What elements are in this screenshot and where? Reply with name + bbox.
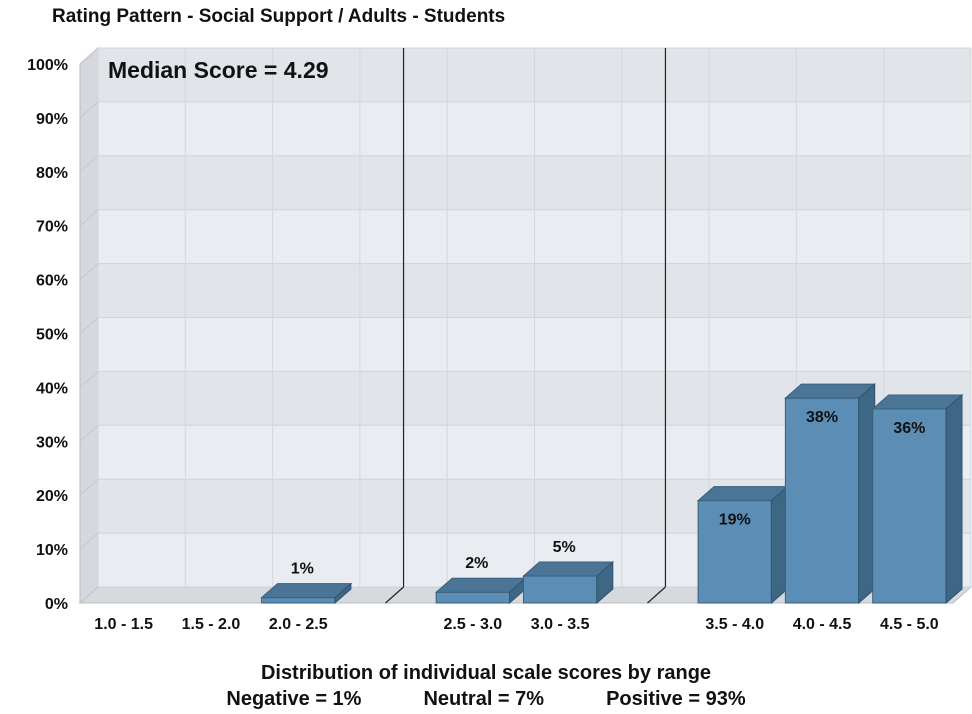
data-label: 19% <box>719 512 751 529</box>
data-label: 2% <box>465 555 488 572</box>
bar-front <box>872 408 947 604</box>
x-tick-label: 4.5 - 5.0 <box>880 616 939 633</box>
x-tick-label: 4.0 - 4.5 <box>793 616 852 633</box>
data-label: 36% <box>893 420 925 437</box>
y-tick-label: 100% <box>27 57 68 74</box>
group-divider <box>647 586 666 604</box>
gridline-side <box>79 155 99 173</box>
bar-front <box>522 575 598 604</box>
y-tick-label: 80% <box>36 165 68 182</box>
y-tick-label: 90% <box>36 111 68 128</box>
gridline-side <box>79 371 99 388</box>
gridline-side <box>79 47 99 65</box>
gridline-side <box>79 317 99 334</box>
y-tick-label: 50% <box>36 327 68 344</box>
y-tick-label: 60% <box>36 273 68 290</box>
gridline-side <box>79 532 99 550</box>
gridline-side <box>79 586 99 604</box>
data-label: 1% <box>291 561 314 578</box>
bar-4.0-4.5 <box>784 383 877 605</box>
bar-4.5-5.0 <box>871 393 964 605</box>
y-tick-label: 40% <box>36 380 68 397</box>
chart-title: Rating Pattern - Social Support / Adults… <box>52 6 506 27</box>
x-tick-label: 3.0 - 3.5 <box>531 616 590 633</box>
y-tick-label: 70% <box>36 219 68 236</box>
summary-positive: Positive = 93% <box>606 688 746 710</box>
bar-3.0-3.5 <box>522 560 615 605</box>
median-score-annotation: Median Score = 4.29 <box>108 57 329 83</box>
summary-neutral: Neutral = 7% <box>423 688 545 710</box>
bar-side <box>334 582 352 605</box>
bar-3.5-4.0 <box>696 485 789 605</box>
x-tick-label: 2.5 - 3.0 <box>443 616 502 633</box>
y-tick-label: 0% <box>45 596 68 613</box>
y-tick-label: 30% <box>36 434 68 451</box>
bar-side <box>596 560 614 605</box>
gridline-side <box>79 209 99 227</box>
gridline-side <box>79 263 99 280</box>
gridline-side <box>79 101 99 119</box>
y-tick-label: 20% <box>36 488 68 505</box>
x-tick-label: 3.5 - 4.0 <box>705 616 764 633</box>
bar-front <box>784 397 860 604</box>
group-divider <box>385 586 404 604</box>
bar-2.5-3.0 <box>434 577 527 605</box>
bar-2.0-2.5 <box>260 582 353 605</box>
x-tick-label: 2.0 - 2.5 <box>269 616 328 633</box>
data-label: 38% <box>806 409 838 426</box>
bar-front <box>261 597 336 604</box>
gridline-side <box>79 478 99 496</box>
gridline-side <box>79 424 99 442</box>
bar-side <box>945 393 963 605</box>
bar-front <box>435 591 511 604</box>
summary-negative: Negative = 1% <box>226 688 362 710</box>
x-axis-label: Distribution of individual scale scores … <box>260 662 712 684</box>
data-label: 5% <box>553 539 576 556</box>
x-tick-label: 1.5 - 2.0 <box>182 616 241 633</box>
x-tick-label: 1.0 - 1.5 <box>94 616 153 633</box>
bar-chart: 0% 10% 20% 30% 40% 50% 60% 70% 80% 90% 100% 1.0 - 1… <box>27 46 972 633</box>
y-tick-label: 10% <box>36 542 68 559</box>
group-summary: Negative = 1% Neutral = 7% Positive = 93% <box>0 688 972 711</box>
